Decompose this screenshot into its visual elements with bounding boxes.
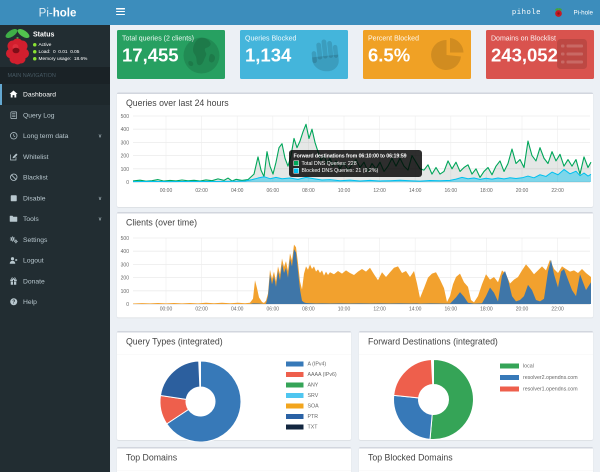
svg-text:10:00: 10:00 [338, 307, 351, 313]
svg-text:200: 200 [121, 154, 130, 160]
svg-text:300: 300 [121, 140, 130, 146]
svg-text:20:00: 20:00 [516, 188, 529, 194]
svg-text:02:00: 02:00 [195, 307, 208, 313]
svg-text:12:00: 12:00 [373, 188, 386, 194]
svg-text:06:00: 06:00 [267, 307, 280, 313]
svg-text:400: 400 [121, 249, 130, 255]
svg-text:02:00: 02:00 [195, 188, 208, 194]
svg-text:14:00: 14:00 [409, 188, 422, 194]
svg-text:00:00: 00:00 [160, 188, 173, 194]
svg-text:18:00: 18:00 [480, 188, 493, 194]
svg-text:22:00: 22:00 [551, 188, 564, 194]
svg-text:08:00: 08:00 [302, 188, 315, 194]
svg-text:100: 100 [121, 289, 130, 295]
svg-text:0: 0 [126, 180, 129, 186]
svg-text:22:00: 22:00 [551, 307, 564, 313]
svg-text:00:00: 00:00 [160, 307, 173, 313]
svg-text:20:00: 20:00 [516, 307, 529, 313]
svg-text:04:00: 04:00 [231, 307, 244, 313]
svg-text:04:00: 04:00 [231, 188, 244, 194]
svg-text:500: 500 [121, 236, 130, 242]
svg-text:16:00: 16:00 [445, 188, 458, 194]
svg-text:06:00: 06:00 [267, 188, 280, 194]
svg-text:12:00: 12:00 [373, 307, 386, 313]
svg-text:?: ? [12, 300, 15, 306]
svg-text:100: 100 [121, 167, 130, 173]
svg-text:400: 400 [121, 127, 130, 133]
svg-text:0: 0 [126, 302, 129, 308]
svg-text:14:00: 14:00 [409, 307, 422, 313]
svg-text:08:00: 08:00 [302, 307, 315, 313]
svg-text:500: 500 [121, 114, 130, 120]
svg-text:10:00: 10:00 [338, 188, 351, 194]
svg-text:200: 200 [121, 276, 130, 282]
svg-text:300: 300 [121, 262, 130, 268]
svg-text:16:00: 16:00 [445, 307, 458, 313]
svg-text:18:00: 18:00 [480, 307, 493, 313]
